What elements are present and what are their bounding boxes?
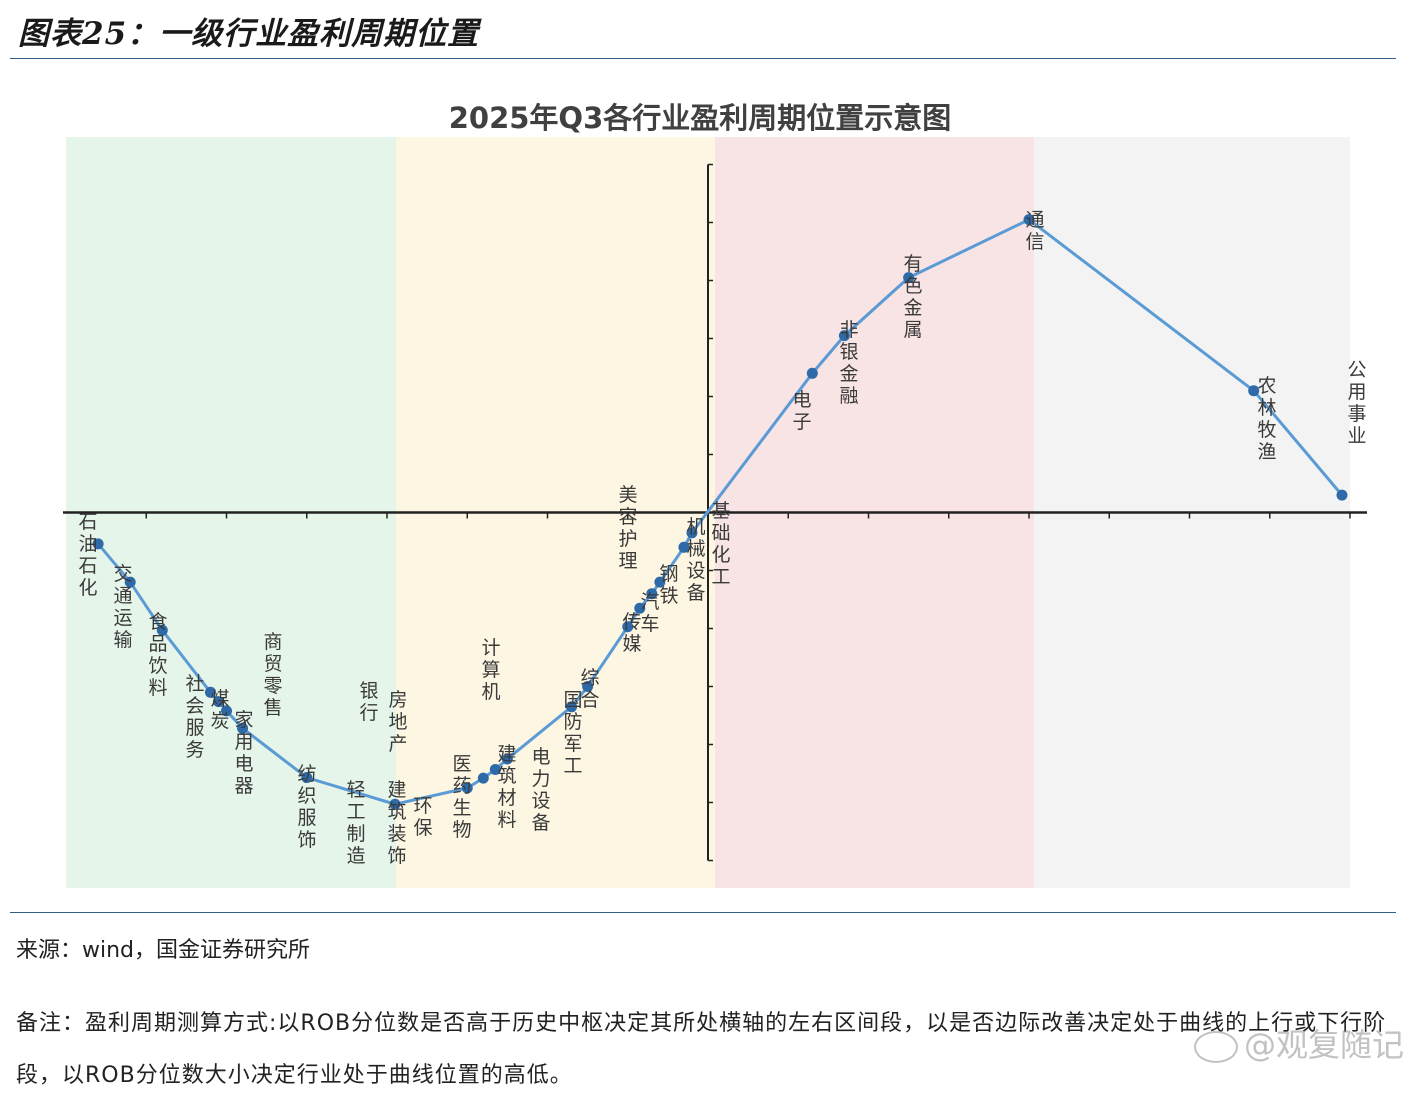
data-point <box>686 527 698 539</box>
bottom-rule <box>10 912 1396 913</box>
data-point <box>204 686 216 698</box>
industry-label: 基础化工 <box>711 500 730 588</box>
data-point <box>221 705 232 717</box>
industry-label: 公用事业 <box>1347 359 1366 447</box>
figure-title: 图表25：一级行业盈利周期位置 <box>18 16 480 52</box>
markers <box>92 214 1348 810</box>
industry-label: 环保 <box>413 795 432 839</box>
industry-label: 建筑材料 <box>497 743 516 831</box>
industry-label: 国防军工 <box>563 689 582 777</box>
data-point <box>582 681 594 692</box>
data-point <box>634 602 646 614</box>
industry-label: 轻工制造 <box>346 779 365 867</box>
data-point <box>646 588 658 600</box>
industry-label: 建筑装饰 <box>387 779 406 867</box>
data-point <box>903 272 915 284</box>
industry-label: 通信 <box>1025 209 1044 253</box>
industry-label: 煤炭 <box>210 688 229 732</box>
industry-label: 钢铁 <box>659 563 678 607</box>
data-point <box>92 538 104 550</box>
source-text: 来源：wind，国金证券研究所 <box>16 938 311 963</box>
industry-label: 社会服务 <box>185 673 204 761</box>
data-point <box>654 576 666 588</box>
data-point <box>838 330 850 342</box>
data-point <box>622 621 634 633</box>
industry-label: 银行 <box>359 680 378 724</box>
data-point <box>566 701 578 713</box>
industry-label: 电力设备 <box>531 746 550 834</box>
industry-label: 非银金融 <box>839 319 858 407</box>
industry-label: 纺织服饰 <box>297 763 316 851</box>
industry-label: 农林牧渔 <box>1257 375 1276 463</box>
data-point <box>301 772 313 784</box>
watermark: @观复随记 <box>1193 1020 1404 1066</box>
data-point <box>806 367 818 379</box>
data-point <box>212 696 224 708</box>
industry-label: 传媒 <box>622 611 641 655</box>
data-point <box>678 541 690 553</box>
data-point <box>124 576 136 588</box>
data-point <box>237 722 249 734</box>
industry-label: 电子 <box>792 389 811 433</box>
industry-label: 综合 <box>580 667 599 711</box>
data-point <box>1248 385 1260 397</box>
data-point <box>1336 489 1348 501</box>
industry-label: 石油石化 <box>78 511 97 599</box>
industry-label: 汽车 <box>640 591 659 635</box>
industry-label: 有色金属 <box>903 253 922 341</box>
data-point <box>389 798 401 810</box>
industry-label: 商贸零售 <box>263 631 282 719</box>
industry-label: 机械设备 <box>686 516 705 604</box>
industry-label: 医药生物 <box>452 753 471 841</box>
data-point <box>501 753 513 765</box>
industry-label: 交通运输 <box>113 563 132 651</box>
data-point <box>489 763 501 775</box>
chart-title: 2025年Q3各行业盈利周期位置示意图 <box>449 101 952 135</box>
watermark-text: @观复随记 <box>1243 1026 1404 1064</box>
data-point <box>461 782 473 794</box>
top-rule <box>10 58 1396 59</box>
data-point <box>156 624 168 636</box>
note-text: 备注：盈利周期测算方式:以ROB分位数是否高于历史中枢决定其所处横轴的左右区间段… <box>16 1011 1387 1088</box>
data-point <box>477 772 489 784</box>
industry-label: 家用电器 <box>234 709 253 797</box>
industry-label: 计算机 <box>481 637 500 703</box>
industry-label: 食品饮料 <box>148 611 167 699</box>
weibo-logo-icon <box>1193 1031 1238 1063</box>
industry-label: 美容护理 <box>618 484 637 572</box>
industry-label: 房地产 <box>388 689 407 755</box>
data-point <box>1023 214 1035 226</box>
